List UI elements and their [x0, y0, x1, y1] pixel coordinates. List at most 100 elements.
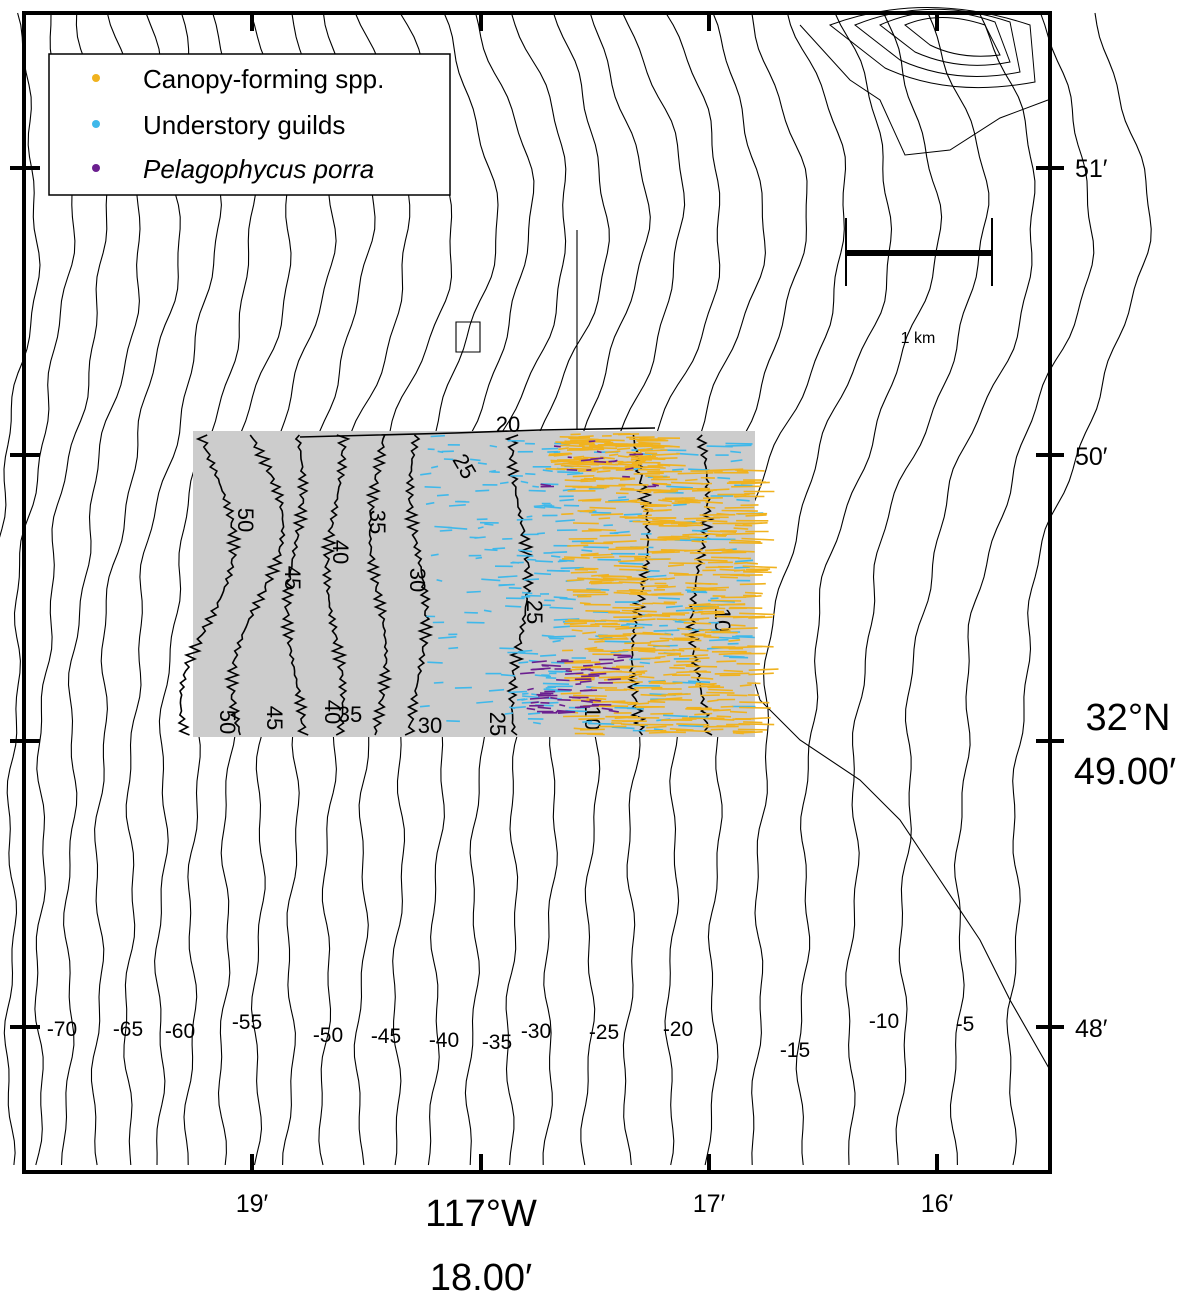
map-frame [22, 11, 1052, 1174]
canopy-observation [745, 568, 771, 571]
pelagophycus-observation [579, 704, 599, 708]
canopy-observation [720, 603, 746, 606]
canopy-observation [704, 631, 738, 634]
inset-depth-label: 50 [233, 508, 258, 532]
canopy-observation [613, 564, 648, 568]
canopy-observation [692, 611, 704, 614]
understory-observation [534, 506, 546, 509]
canopy-observation [590, 466, 608, 470]
northeast-contour-cluster [799, 7, 1049, 156]
understory-observation [557, 560, 568, 563]
understory-observation [619, 562, 644, 565]
understory-observation [553, 625, 571, 629]
canopy-observation [642, 523, 664, 526]
canopy-observation [577, 510, 593, 513]
understory-observation [516, 698, 526, 701]
understory-observation [542, 682, 570, 685]
canopy-observation [656, 585, 676, 589]
understory-observation [620, 623, 631, 627]
contour-depth-label: -40 [429, 1029, 459, 1052]
y-center-label-degrees: 32°N [1086, 697, 1171, 739]
pelagophycus-observation [596, 450, 602, 454]
understory-observation [548, 635, 576, 638]
canopy-observation [742, 565, 777, 569]
pelagophycus-observation [566, 468, 578, 471]
canopy-observation [719, 568, 740, 572]
pelagophycus-observation [557, 698, 571, 701]
canopy-observation [631, 455, 656, 459]
pelagophycus-observation [608, 460, 617, 463]
understory-observation [475, 556, 483, 560]
understory-observation [475, 489, 490, 492]
canopy-observation [691, 676, 714, 680]
canopy-observation [684, 549, 703, 552]
understory-observation [489, 444, 498, 448]
contour-line [845, 12, 990, 1166]
canopy-observation [721, 550, 745, 553]
canopy-observation [579, 602, 591, 605]
canopy-observation [739, 701, 770, 704]
contour-line [751, 12, 893, 1166]
canopy-observation [743, 571, 772, 574]
canopy-observation [730, 539, 761, 543]
canopy-observation [603, 540, 637, 544]
understory-observation [567, 472, 584, 476]
canopy-observation [743, 721, 763, 724]
canopy-observation [580, 480, 596, 483]
inset-depth-label: 25 [522, 600, 547, 624]
understory-observation [688, 680, 711, 684]
canopy-observation [594, 697, 607, 701]
canopy-observation [583, 477, 605, 481]
understory-observation [477, 462, 487, 465]
canopy-observation [734, 469, 765, 472]
canopy-observation [700, 612, 725, 615]
understory-observation [448, 504, 466, 507]
understory-observation [673, 503, 687, 507]
canopy-observation [728, 639, 741, 642]
canopy-observation [590, 670, 622, 674]
axis-ticks [10, 13, 1064, 1172]
understory-observation [592, 611, 610, 614]
canopy-observation [660, 731, 686, 734]
understory-observation [626, 707, 645, 710]
understory-observation [527, 558, 537, 561]
canopy-observation [589, 506, 616, 510]
canopy-observation [682, 717, 713, 720]
canopy-observation [601, 637, 628, 641]
canopy-observation [695, 682, 715, 686]
canopy-observation [694, 712, 713, 716]
understory-observation [504, 712, 514, 715]
inset-depth-label: 25 [485, 712, 510, 736]
canopy-observation [647, 700, 666, 703]
canopy-observation [739, 582, 766, 586]
canopy-observation [621, 609, 657, 613]
canopy-observation [570, 467, 599, 471]
understory-observation [522, 591, 533, 595]
canopy-observation [668, 572, 689, 575]
canopy-observation [693, 607, 715, 610]
canopy-observation [608, 611, 639, 615]
contour-line [90, 12, 181, 1166]
canopy-observation [585, 610, 621, 613]
canopy-observation [728, 541, 763, 544]
inset-background [193, 431, 755, 737]
understory-observation [522, 692, 529, 695]
contour-depth-label: -60 [165, 1020, 195, 1043]
understory-observation [492, 547, 506, 550]
canopy-observation [635, 670, 648, 673]
canopy-observation [691, 540, 707, 543]
contour-depth-label: -55 [232, 1011, 262, 1034]
y-tick-label-51: 51′ [1075, 155, 1108, 183]
understory-observation [562, 488, 576, 492]
understory-observation [430, 434, 445, 438]
canopy-observation [594, 640, 605, 643]
canopy-observation [588, 638, 603, 641]
pelagophycus-observation [556, 679, 570, 682]
understory-observation [439, 529, 453, 532]
pelagophycus-observation [579, 689, 598, 692]
pelagophycus-observation [565, 670, 572, 673]
x-tick-label-17: 17′ [693, 1190, 726, 1218]
canopy-observation [566, 578, 585, 582]
canopy-observation [631, 647, 656, 650]
understory-observation [666, 485, 693, 489]
